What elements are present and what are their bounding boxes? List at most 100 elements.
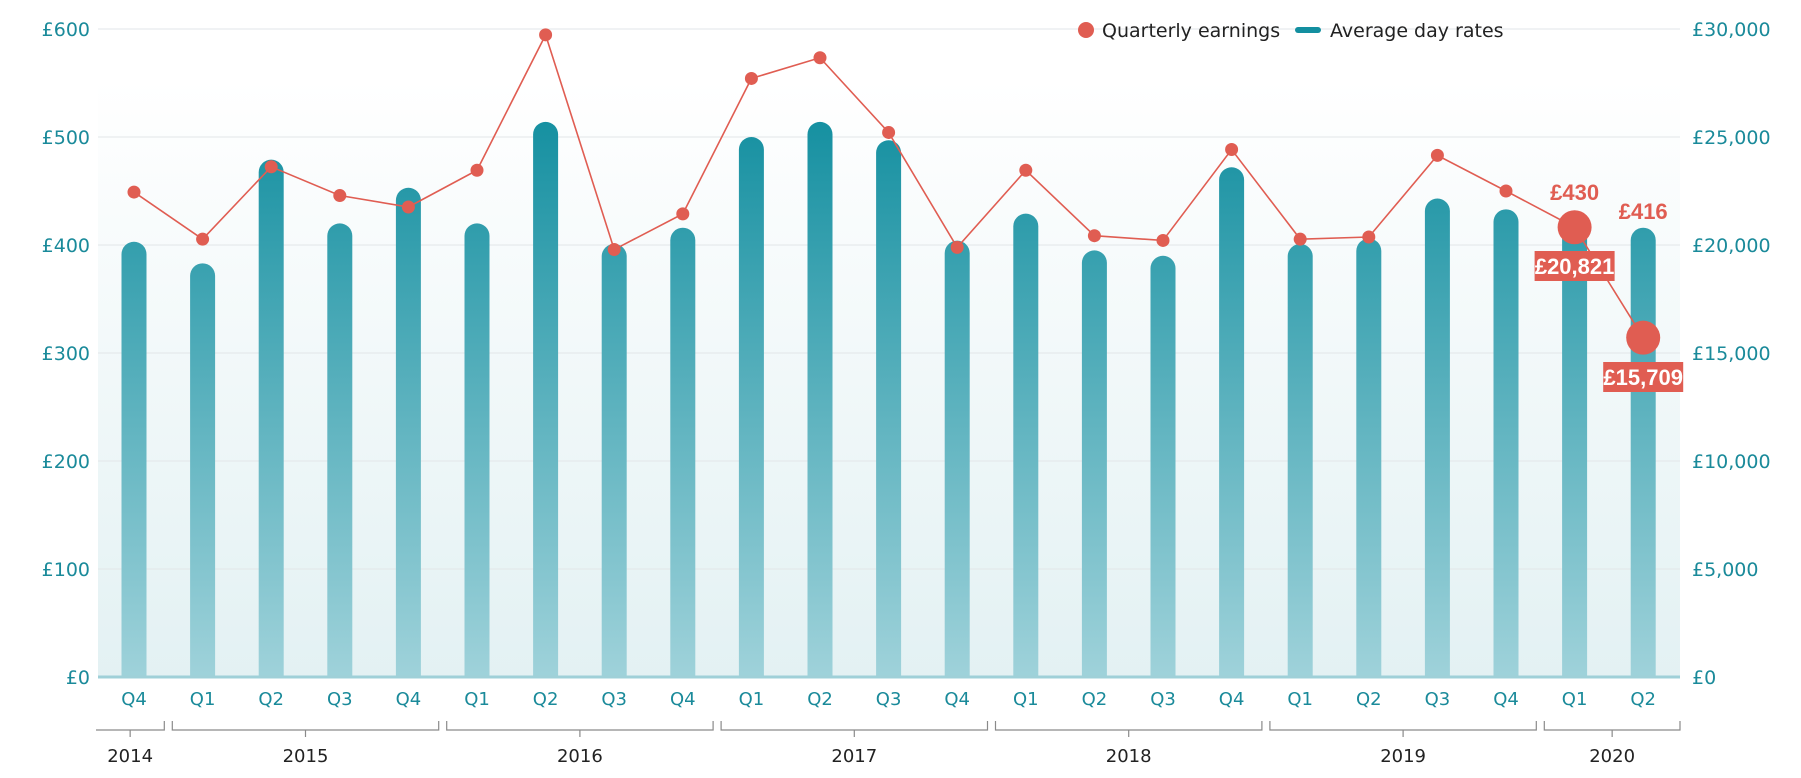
earnings-point: [1087, 229, 1101, 243]
legend-average-day-rates: Average day rates: [1330, 20, 1504, 42]
quarter-label: Q4: [121, 689, 147, 710]
annotation-earnings-q1-2020: £20,821: [1535, 254, 1615, 279]
bar-average-day-rate: [1356, 238, 1382, 677]
earnings-point: [264, 160, 278, 174]
bar-average-day-rate: [807, 121, 833, 677]
quarter-label: Q2: [1356, 689, 1382, 710]
year-bracket: [96, 721, 165, 737]
year-bracket: [720, 721, 989, 737]
year-label: 2018: [1106, 746, 1152, 767]
quarter-label: Q1: [739, 689, 765, 710]
bar-average-day-rate: [533, 121, 559, 677]
quarter-label: Q4: [670, 689, 696, 710]
bar-average-day-rate: [1150, 255, 1176, 677]
bar-average-day-rate: [190, 263, 216, 677]
bar-average-day-rate: [670, 227, 696, 677]
quarter-label: Q1: [1287, 689, 1313, 710]
right-axis-tick-label: £10,000: [1692, 451, 1771, 473]
quarter-label: Q1: [1562, 689, 1588, 710]
right-axis-tick-label: £0: [1692, 667, 1716, 689]
quarter-label: Q4: [944, 689, 970, 710]
quarter-label: Q3: [1150, 689, 1176, 710]
bar-average-day-rate: [395, 187, 421, 677]
earnings-point: [1225, 143, 1239, 157]
bar-average-day-rate: [738, 137, 764, 677]
left-axis-tick-label: £200: [42, 451, 90, 473]
bar-average-day-rate: [1630, 227, 1656, 677]
year-label: 2014: [107, 746, 153, 767]
annotation-bar-q2-2020: £416: [1619, 199, 1668, 224]
earnings-point: [1557, 210, 1592, 245]
left-axis-tick-label: £100: [42, 559, 90, 581]
year-bracket: [171, 721, 440, 737]
right-axis-tick-label: £30,000: [1692, 19, 1771, 41]
quarter-label: Q2: [533, 689, 559, 710]
year-label: 2019: [1380, 746, 1426, 767]
quarter-label: Q1: [190, 689, 216, 710]
legend: Quarterly earnings Average day rates: [1078, 20, 1504, 42]
bar-average-day-rate: [1287, 243, 1313, 677]
earnings-point: [744, 71, 758, 85]
earnings-point: [607, 243, 621, 257]
bar-average-day-rate: [1013, 213, 1039, 677]
quarter-label: Q1: [464, 689, 490, 710]
left-axis-tick-label: £0: [66, 667, 90, 689]
earnings-point: [127, 185, 141, 199]
year-bracket: [994, 721, 1263, 737]
right-axis-tick-label: £5,000: [1692, 559, 1758, 581]
quarter-label: Q3: [1425, 689, 1451, 710]
left-axis-tick-label: £400: [42, 235, 90, 257]
earnings-point: [676, 207, 690, 221]
earnings-point: [1499, 184, 1513, 198]
bar-average-day-rate: [1219, 167, 1245, 678]
quarter-label: Q2: [258, 689, 284, 710]
year-label: 2017: [831, 746, 877, 767]
annotation-bar-q1-2020: £430: [1550, 180, 1599, 205]
bar-average-day-rate: [1562, 212, 1588, 678]
bar-average-day-rate: [258, 159, 284, 677]
quarter-label: Q4: [1219, 689, 1245, 710]
earnings-point: [882, 125, 896, 139]
quarter-label: Q3: [327, 689, 353, 710]
bar-average-day-rate: [121, 241, 147, 677]
year-bracket: [1543, 721, 1681, 737]
legend-dot-icon: [1078, 22, 1094, 38]
earnings-point: [539, 28, 553, 42]
earnings-point: [950, 240, 964, 254]
earnings-point: [1293, 232, 1307, 246]
quarter-label: Q2: [1630, 689, 1656, 710]
annotation-earnings-q2-2020-box: [1603, 362, 1684, 392]
right-axis-tick-label: £20,000: [1692, 235, 1771, 257]
earnings-point: [1156, 233, 1170, 247]
earnings-point: [1430, 148, 1444, 162]
earnings-point: [813, 51, 827, 65]
earnings-point: [401, 200, 415, 214]
left-axis-tick-label: £300: [42, 343, 90, 365]
bar-average-day-rate: [1493, 209, 1519, 678]
bar-average-day-rate: [601, 243, 627, 677]
quarter-label: Q2: [1082, 689, 1108, 710]
bar-average-day-rate: [876, 140, 902, 678]
earnings-point: [1019, 163, 1033, 177]
left-axis-tick-label: £600: [42, 19, 90, 41]
year-label: 2016: [557, 746, 603, 767]
bar-average-day-rate: [1424, 198, 1450, 677]
earnings-point: [333, 189, 347, 203]
right-axis-tick-label: £25,000: [1692, 127, 1771, 149]
year-bracket: [446, 721, 714, 737]
right-axis-tick-label: £15,000: [1692, 343, 1771, 365]
quarter-label: Q3: [601, 689, 627, 710]
left-axis-tick-label: £500: [42, 127, 90, 149]
year-label: 2020: [1589, 746, 1635, 767]
year-bracket: [1269, 721, 1537, 737]
bar-average-day-rate: [327, 223, 353, 677]
bar-average-day-rate: [944, 240, 970, 677]
quarter-label: Q4: [1493, 689, 1519, 710]
annotation-earnings-q2-2020: £15,709: [1603, 365, 1683, 390]
earnings-point: [470, 163, 484, 177]
quarter-label: Q3: [876, 689, 902, 710]
bar-average-day-rate: [1081, 250, 1107, 677]
year-label: 2015: [283, 746, 329, 767]
quarter-label: Q4: [396, 689, 422, 710]
